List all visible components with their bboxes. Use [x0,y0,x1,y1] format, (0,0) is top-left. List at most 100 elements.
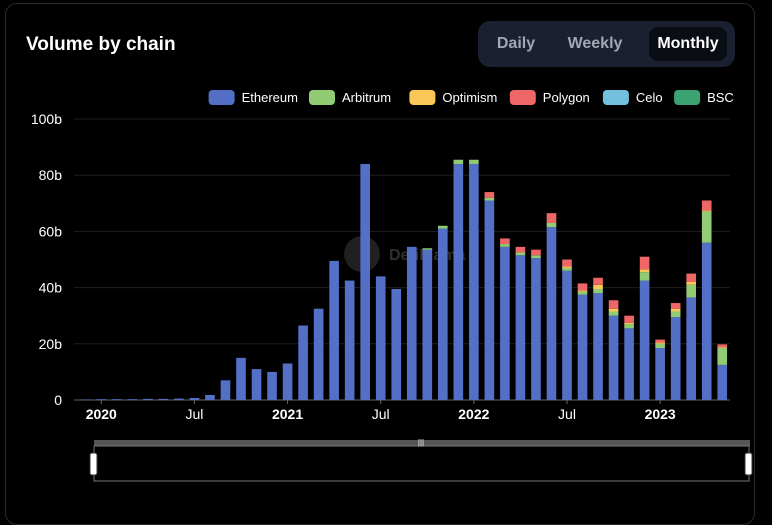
bar-polygon[interactable] [717,344,728,348]
bar-ethereum[interactable] [205,394,215,400]
bar-ethereum[interactable] [96,399,107,400]
bar-arbitrum[interactable] [562,267,572,271]
legend-item-polygon[interactable]: Polygon [509,90,590,105]
bar-ethereum[interactable] [375,276,386,400]
bar-ethereum[interactable] [220,380,231,400]
bar-arbitrum[interactable] [624,324,634,329]
zoom-track[interactable] [94,440,750,446]
bar-polygon[interactable] [639,256,650,270]
bar-arbitrum[interactable] [453,159,464,164]
legend-label[interactable]: Ethereum [242,90,298,105]
bar-ethereum[interactable] [453,163,464,400]
bar-ethereum[interactable] [484,200,495,400]
bar-ethereum[interactable] [670,317,681,400]
bar-ethereum[interactable] [624,328,634,400]
bar-ethereum[interactable] [701,242,712,400]
bar-arbitrum[interactable] [686,284,697,298]
bar-ethereum[interactable] [267,371,277,400]
data-zoom-slider[interactable]: ||| [89,438,753,482]
bar-polygon[interactable] [531,249,541,256]
bar-arbitrum[interactable] [484,197,495,201]
bar-polygon[interactable] [515,246,526,253]
bar-ethereum[interactable] [189,398,200,400]
bar-ethereum[interactable] [406,246,417,400]
legend-label[interactable]: BSC [707,90,734,105]
legend-label[interactable]: Optimism [442,90,497,105]
bar-ethereum[interactable] [655,348,665,400]
bar-arbitrum[interactable] [437,225,448,229]
bar-ethereum[interactable] [437,228,448,400]
bar-ethereum[interactable] [686,297,697,400]
bar-ethereum[interactable] [329,260,339,400]
zoom-right-handle[interactable] [744,452,753,476]
bar-polygon[interactable] [624,315,634,323]
bar-polygon[interactable] [701,200,712,211]
bar-polygon[interactable] [484,192,495,198]
bar-polygon[interactable] [608,300,619,309]
bar-optimism[interactable] [577,290,588,292]
bar-optimism[interactable] [593,284,603,290]
bar-polygon[interactable] [577,283,588,291]
bar-optimism[interactable] [562,266,572,268]
bar-optimism[interactable] [608,308,619,312]
bar-ethereum[interactable] [608,315,619,400]
bar-arbitrum[interactable] [639,272,650,281]
bar-arbitrum[interactable] [717,348,728,365]
bar-optimism[interactable] [655,342,665,344]
bar-polygon[interactable] [670,303,681,309]
bar-ethereum[interactable] [422,249,433,400]
bar-ethereum[interactable] [174,398,184,400]
bar-ethereum[interactable] [515,255,526,400]
bar-optimism[interactable] [639,269,650,273]
legend-swatch[interactable] [309,90,335,105]
legend-item-arbitrum[interactable]: Arbitrum [309,90,391,105]
bar-arbitrum[interactable] [500,244,510,247]
bar-ethereum[interactable] [282,363,293,400]
daily-button[interactable]: Daily [496,35,536,52]
bar-ethereum[interactable] [127,399,138,400]
bar-ethereum[interactable] [158,398,169,400]
bar-ethereum[interactable] [546,227,557,400]
legend-swatch[interactable] [409,90,436,105]
bar-ethereum[interactable] [298,325,308,400]
bar-ethereum[interactable] [469,163,479,400]
legend-item-bsc[interactable]: BSC [674,90,734,105]
bar-arbitrum[interactable] [593,289,603,294]
bar-polygon[interactable] [593,277,603,285]
bar-arbitrum[interactable] [655,343,665,349]
bar-ethereum[interactable] [313,308,324,400]
bar-optimism[interactable] [686,281,697,285]
bar-polygon[interactable] [686,273,697,282]
bar-ethereum[interactable] [143,398,153,400]
bar-arbitrum[interactable] [515,252,526,256]
bar-arbitrum[interactable] [422,248,433,250]
legend-item-ethereum[interactable]: Ethereum [208,90,298,105]
monthly-button[interactable]: Monthly [649,27,727,61]
bar-optimism[interactable] [701,210,712,212]
bar-ethereum[interactable] [562,270,572,400]
legend-label[interactable]: Celo [636,90,663,105]
bar-polygon[interactable] [546,213,557,223]
bar-ethereum[interactable] [593,293,603,400]
bar-ethereum[interactable] [531,258,541,400]
bar-ethereum[interactable] [391,289,402,400]
bar-ethereum[interactable] [111,399,122,400]
legend-swatch[interactable] [208,90,235,105]
bar-arbitrum[interactable] [701,211,712,243]
legend-swatch[interactable] [674,90,701,105]
bar-arbitrum[interactable] [608,311,619,316]
bar-ethereum[interactable] [236,357,246,400]
bar-polygon[interactable] [562,259,572,267]
bar-ethereum[interactable] [577,294,588,400]
bar-optimism[interactable] [624,322,634,325]
legend-item-celo[interactable]: Celo [602,90,663,105]
legend-item-optimism[interactable]: Optimism [409,90,497,105]
zoom-grip-icon[interactable]: ||| [418,438,424,447]
bar-arbitrum[interactable] [546,222,557,228]
zoom-window[interactable] [93,445,750,482]
bar-arbitrum[interactable] [469,159,479,164]
zoom-left-handle[interactable] [89,452,98,476]
bar-ethereum[interactable] [80,399,91,400]
bar-ethereum[interactable] [639,280,650,400]
bar-ethereum[interactable] [500,246,510,400]
